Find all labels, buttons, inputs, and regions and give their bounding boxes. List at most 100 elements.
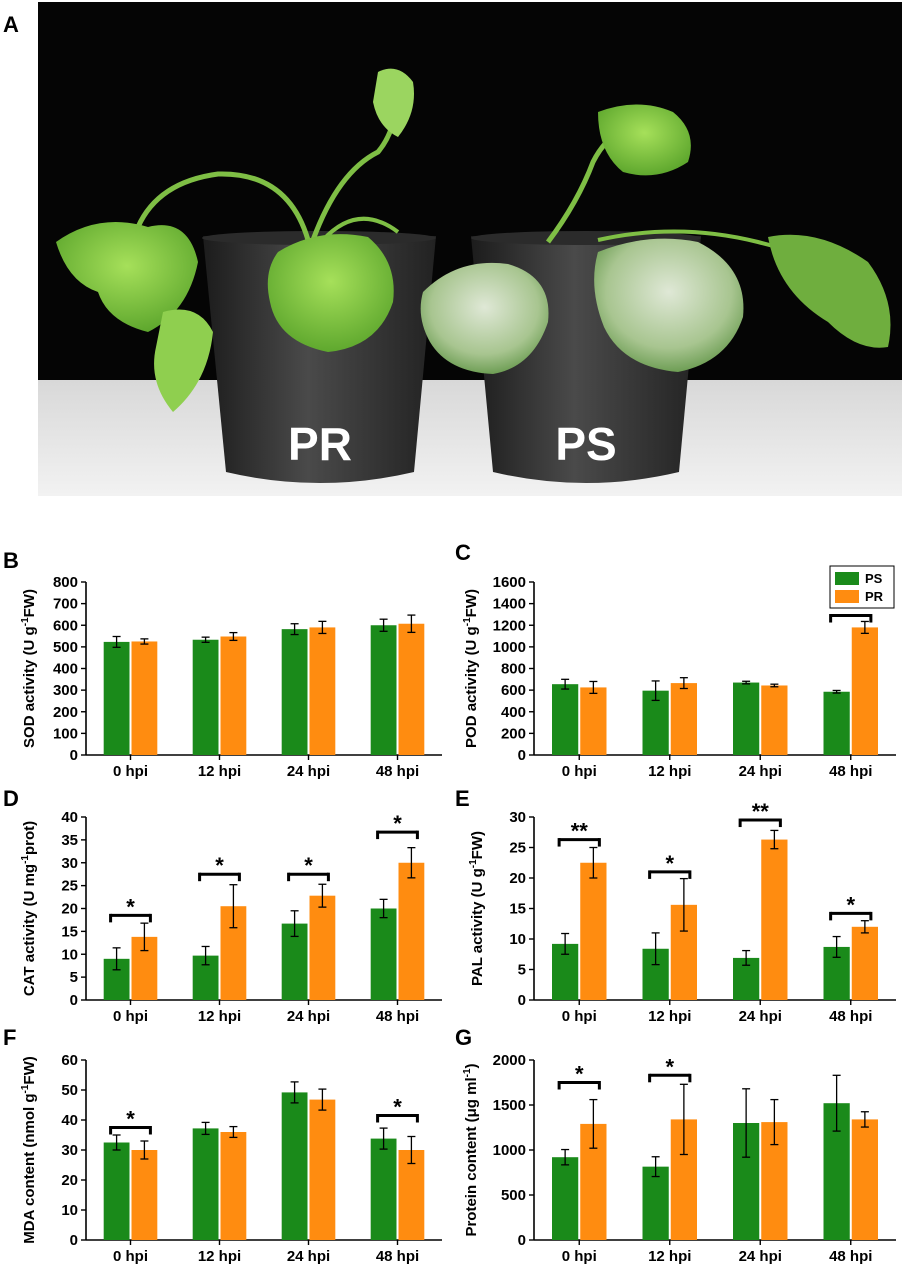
x-tick-label-d-3: 48 hpi <box>376 1008 419 1025</box>
y-tick-label-f-1: 10 <box>61 1202 78 1219</box>
bar-b-ps-1 <box>192 639 219 755</box>
y-tick-label-c-4: 800 <box>501 661 526 678</box>
sig-label-d-1: * <box>215 853 224 878</box>
bar-f-pr-2 <box>309 1099 336 1240</box>
bar-b-pr-0 <box>131 641 158 755</box>
y-tick-label-f-3: 30 <box>61 1142 78 1159</box>
y-tick-label-c-8: 1600 <box>493 574 526 591</box>
y-tick-label-f-4: 40 <box>61 1112 78 1129</box>
x-tick-label-c-2: 24 hpi <box>739 763 782 780</box>
y-tick-label-b-4: 400 <box>53 661 78 678</box>
x-tick-label-e-2: 24 hpi <box>739 1008 782 1025</box>
sig-label-f-1: * <box>393 1095 402 1120</box>
bar-e-pr-0 <box>580 862 607 1000</box>
bar-b-ps-3 <box>370 625 397 755</box>
chart-mda-content: 0 10 20 30 40 50 60 MDA content (nmol g-1FW) 0 h… <box>20 1052 442 1264</box>
y-axis-label-c: POD activity (U g-1FW) <box>462 589 480 748</box>
x-tick-label-g-0: 0 hpi <box>562 1248 597 1264</box>
x-tick-label-g-2: 24 hpi <box>739 1248 782 1264</box>
panel-label-a: A <box>3 12 19 37</box>
right-leaf-green-2 <box>768 234 891 348</box>
y-tick-label-g-1: 500 <box>501 1187 526 1204</box>
sig-label-d-2: * <box>304 853 313 878</box>
chart-protein-content: 0 500 1000 1500 2000 Protein content (μg ml-1… <box>462 1052 896 1264</box>
x-tick-label-c-3: 48 hpi <box>829 763 872 780</box>
right-leaf-mildew-2 <box>594 238 744 372</box>
y-tick-label-e-2: 10 <box>509 931 526 948</box>
y-tick-label-d-1: 5 <box>70 969 78 986</box>
x-tick-label-c-1: 12 hpi <box>648 763 691 780</box>
y-tick-label-b-8: 800 <box>53 574 78 591</box>
y-tick-label-e-3: 15 <box>509 901 526 918</box>
chart-sod-activity: 0 100 200 300 400 500 600 700 800 SOD activity (U… <box>20 574 442 780</box>
bar-b-pr-2 <box>309 627 336 755</box>
y-tick-label-b-5: 500 <box>53 639 78 656</box>
y-tick-label-g-4: 2000 <box>493 1052 526 1069</box>
plant-photo: PR PS <box>38 2 902 496</box>
y-tick-label-d-7: 35 <box>61 832 78 849</box>
y-axis-label-e: PAL activity (U g-1FW) <box>468 831 486 986</box>
y-tick-label-d-2: 10 <box>61 946 78 963</box>
sig-label-e-0: ** <box>571 819 589 844</box>
y-tick-label-c-2: 400 <box>501 704 526 721</box>
y-tick-label-b-1: 100 <box>53 725 78 742</box>
panel-label-b: B <box>3 548 19 573</box>
y-tick-label-c-0: 0 <box>518 747 526 764</box>
left-leaf-3 <box>154 309 213 412</box>
x-tick-label-e-0: 0 hpi <box>562 1008 597 1025</box>
x-tick-label-b-2: 24 hpi <box>287 763 330 780</box>
bar-c-ps-3 <box>823 691 850 755</box>
x-tick-label-d-1: 12 hpi <box>198 1008 241 1025</box>
panel-label-d: D <box>3 786 19 811</box>
left-leaf-2 <box>267 234 394 352</box>
y-tick-label-b-7: 700 <box>53 596 78 613</box>
y-tick-label-f-2: 20 <box>61 1172 78 1189</box>
x-tick-label-d-0: 0 hpi <box>113 1008 148 1025</box>
y-axis-label-f: MDA content (nmol g-1FW) <box>20 1056 38 1244</box>
bar-c-pr-3 <box>851 627 878 755</box>
y-tick-label-g-2: 1000 <box>493 1142 526 1159</box>
bar-f-ps-3 <box>370 1138 397 1240</box>
y-tick-label-d-4: 20 <box>61 901 78 918</box>
bar-f-ps-2 <box>281 1092 308 1240</box>
y-tick-label-e-0: 0 <box>518 992 526 1009</box>
y-tick-label-c-6: 1200 <box>493 617 526 634</box>
y-tick-label-d-5: 25 <box>61 878 78 895</box>
left-leaf-4 <box>373 68 414 137</box>
y-tick-label-b-0: 0 <box>70 747 78 764</box>
legend-swatch-ps <box>835 572 859 585</box>
y-tick-label-e-5: 25 <box>509 840 526 857</box>
y-tick-label-f-0: 0 <box>70 1232 78 1249</box>
y-tick-label-b-3: 300 <box>53 682 78 699</box>
bar-b-pr-1 <box>220 636 247 755</box>
bar-g-ps-1 <box>642 1166 669 1240</box>
panel-label-c: C <box>455 540 471 565</box>
bar-g-ps-0 <box>552 1157 579 1240</box>
sig-label-d-0: * <box>126 894 135 919</box>
y-tick-label-d-8: 40 <box>61 809 78 826</box>
sig-label-g-0: * <box>575 1062 584 1087</box>
legend-label-pr: PR <box>865 589 884 604</box>
y-axis-label-d: CAT activity (U mg-1prot) <box>20 821 38 996</box>
y-tick-label-f-6: 60 <box>61 1052 78 1069</box>
bar-b-pr-3 <box>398 623 425 755</box>
panel-label-f: F <box>3 1025 17 1050</box>
y-tick-label-e-6: 30 <box>509 809 526 826</box>
x-tick-label-g-3: 48 hpi <box>829 1248 872 1264</box>
bar-f-pr-1 <box>220 1132 247 1240</box>
bar-f-pr-3 <box>398 1150 425 1240</box>
y-tick-label-d-0: 0 <box>70 992 78 1009</box>
y-tick-label-b-2: 200 <box>53 704 78 721</box>
y-tick-label-d-6: 30 <box>61 855 78 872</box>
y-tick-label-c-3: 600 <box>501 682 526 699</box>
plant-photo-illustration: PR PS <box>38 2 902 496</box>
sig-label-d-3: * <box>393 811 402 836</box>
bar-d-pr-2 <box>309 895 336 1000</box>
sig-label-f-0: * <box>126 1107 135 1132</box>
left-leaf-1 <box>56 222 198 332</box>
y-tick-label-d-3: 15 <box>61 923 78 940</box>
bar-c-ps-0 <box>552 684 579 755</box>
y-axis-label-g: Protein content (μg ml-1) <box>462 1063 480 1236</box>
bar-b-ps-0 <box>103 641 130 755</box>
y-axis-label-b: SOD activity (U g-1FW) <box>20 589 38 748</box>
